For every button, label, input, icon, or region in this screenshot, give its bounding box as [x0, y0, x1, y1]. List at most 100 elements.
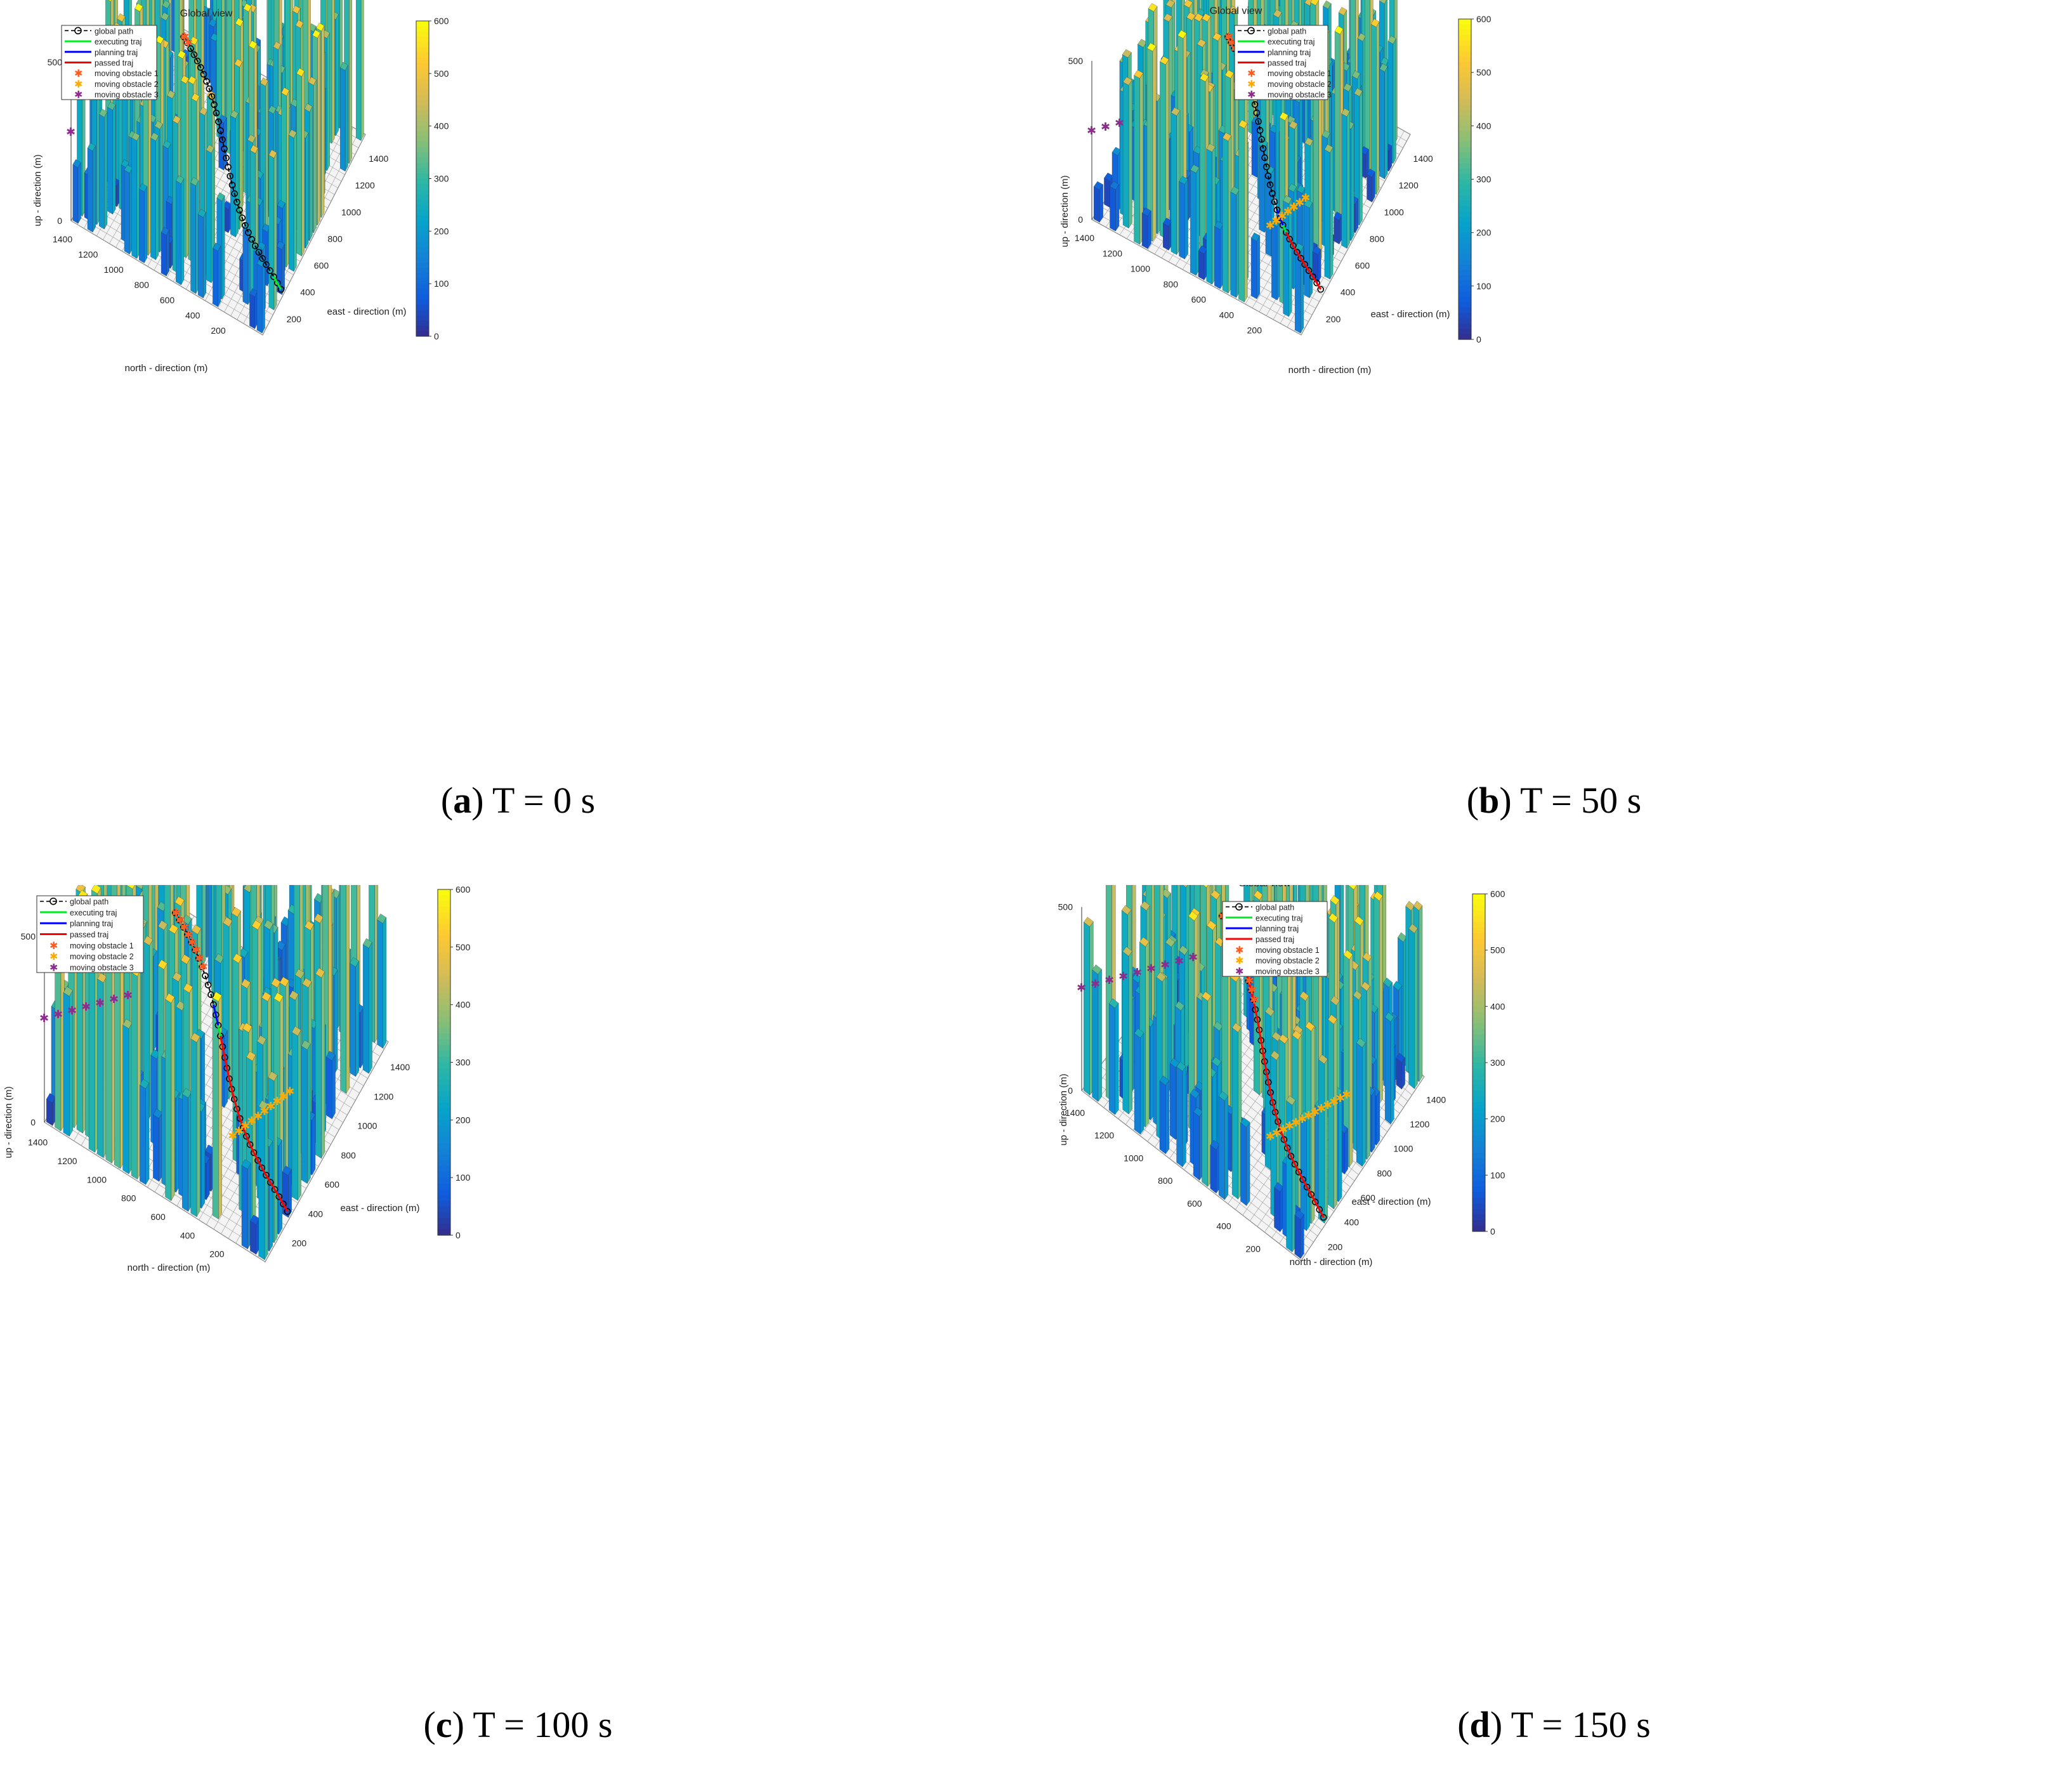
colorbar-segment — [416, 215, 429, 221]
passed-traj-line — [1238, 954, 1325, 1218]
building-face — [1341, 113, 1347, 249]
north-tick-label: 800 — [1158, 1176, 1173, 1186]
building-roof — [1177, 30, 1187, 39]
colorbar-segment — [438, 1166, 450, 1172]
colorbar-segment — [416, 289, 429, 295]
building — [161, 226, 169, 277]
legend-swatch-marker: ✱ — [74, 89, 82, 101]
chart-a: ✱✱✱Global view05002004006008001000120014… — [32, 0, 449, 374]
building-roof — [314, 913, 324, 924]
building-face — [250, 1221, 256, 1255]
obstacle-2-marker: ✱ — [272, 1095, 282, 1108]
building-face — [1294, 1214, 1301, 1259]
colorbar-segment — [438, 1189, 450, 1196]
colorbar-segment — [1459, 221, 1471, 228]
global-path-waypoint — [1283, 1144, 1291, 1151]
building-roof — [282, 1165, 292, 1176]
global-path-waypoint — [1313, 279, 1320, 287]
moving-obstacle-2: ✱✱✱✱✱✱✱✱✱✱ — [228, 1085, 294, 1143]
colorbar-segment — [416, 21, 429, 27]
obstacle-2-marker: ✱ — [228, 1130, 237, 1143]
global-path-waypoint — [221, 145, 228, 152]
building-face — [331, 0, 335, 144]
building-roof — [294, 969, 305, 979]
legend-swatch-marker: ✱ — [74, 78, 82, 90]
north-tick-label: 800 — [121, 1193, 136, 1203]
colorbar-segment — [1472, 1130, 1485, 1136]
colorbar-segment — [1459, 62, 1471, 68]
north-tick-label: 1000 — [1131, 264, 1150, 274]
building-face — [99, 114, 105, 230]
obstacle-3-marker: ✱ — [1115, 117, 1124, 130]
building-roof — [340, 62, 348, 71]
building-face — [1128, 950, 1132, 1115]
building-roof — [308, 77, 317, 86]
building-face — [1384, 66, 1388, 180]
global-path-waypoint — [1280, 1136, 1288, 1143]
building-face — [1238, 125, 1245, 303]
building-roof — [1300, 1110, 1310, 1120]
building-roof — [1318, 1054, 1328, 1065]
colorbar-segment — [1472, 1096, 1485, 1103]
building-face — [1318, 249, 1321, 283]
legend-label: moving obstacle 3 — [95, 91, 159, 100]
chart-title: Global view — [180, 8, 233, 19]
obstacle-2-marker: ✱ — [279, 1090, 288, 1103]
building-roof — [1250, 232, 1261, 242]
colorbar-segment — [1459, 131, 1471, 137]
building — [1396, 1052, 1405, 1090]
obstacle-2-marker: ✱ — [285, 1085, 294, 1099]
building-roof — [305, 921, 314, 931]
colorbar-segment — [1472, 910, 1485, 917]
obstacle-1-marker: ✱ — [1224, 30, 1233, 44]
building-face — [150, 137, 156, 260]
colorbar-segment — [438, 947, 450, 954]
colorbar-segment — [416, 152, 429, 158]
colorbar-segment — [438, 895, 450, 901]
global-path-waypoint — [1258, 136, 1265, 143]
north-tick-label: 800 — [1164, 279, 1179, 289]
up-tick-label: 500 — [1058, 902, 1073, 912]
building-face — [122, 1025, 129, 1174]
colorbar-segment — [1472, 1046, 1485, 1052]
global-path-waypoint — [284, 1208, 291, 1215]
building-roof — [271, 978, 281, 988]
legend-label: passed traj — [95, 59, 133, 68]
building — [1341, 108, 1350, 249]
building — [1222, 132, 1232, 294]
executing-traj-line — [217, 1025, 221, 1037]
colorbar-segment — [1459, 88, 1471, 95]
building-roof — [1396, 1052, 1405, 1063]
building-roof — [1379, 0, 1387, 4]
building-face — [104, 111, 108, 230]
building-face — [1160, 61, 1166, 239]
building-roof — [268, 105, 277, 114]
colorbar-segment — [416, 100, 429, 106]
building-face — [107, 107, 113, 214]
obstacle-3-marker: ✱ — [53, 1008, 63, 1021]
colorbar-segment — [438, 1033, 450, 1040]
caption-a: (a) T = 0 s — [440, 780, 596, 821]
global-path-waypoint — [1320, 1214, 1327, 1221]
building — [1384, 1012, 1394, 1125]
obstacle-2-marker: ✱ — [1289, 201, 1299, 214]
building-face — [1165, 59, 1169, 239]
east-tick-label: 600 — [1355, 261, 1370, 271]
building-roof — [281, 87, 290, 96]
colorbar-segment — [416, 210, 429, 216]
east-tick-label: 1000 — [1384, 207, 1404, 217]
building-face — [1218, 1096, 1225, 1200]
building-roof — [1190, 1089, 1200, 1099]
north-tick-label: 600 — [150, 1212, 166, 1222]
colorbar-segment — [1459, 259, 1471, 265]
obstacle-3-marker: ✱ — [1105, 974, 1114, 987]
obstacle-2-marker: ✱ — [1342, 1089, 1351, 1102]
building — [1146, 43, 1157, 242]
building-face — [1304, 204, 1310, 298]
colorbar-segment — [1472, 983, 1485, 990]
obstacle-1-marker: ✱ — [176, 914, 185, 927]
global-path-waypoint — [1299, 1176, 1306, 1183]
